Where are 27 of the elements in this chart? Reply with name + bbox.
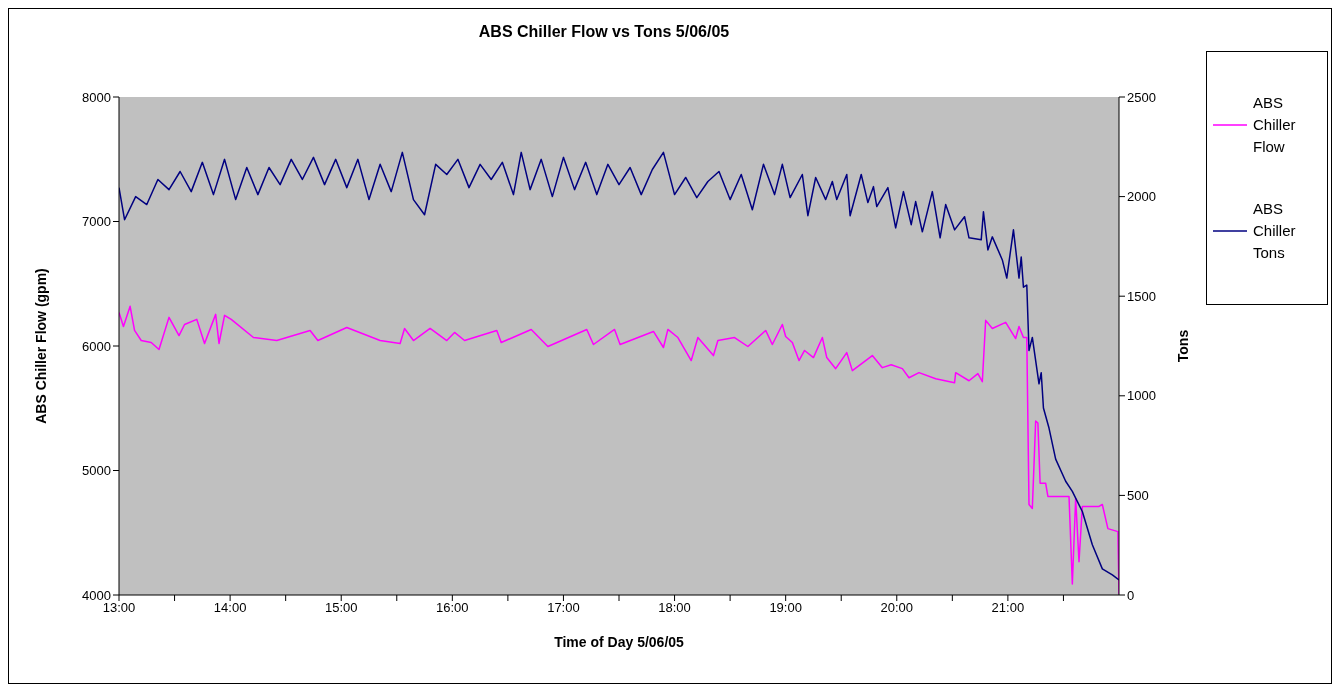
x-tick-label: 20:00 <box>880 600 914 616</box>
line-series <box>119 151 1119 581</box>
x-axis-title: Time of Day 5/06/05 <box>554 634 685 650</box>
x-tick-label: 19:00 <box>769 600 802 616</box>
y2-axis-title: Tons <box>1174 329 1191 363</box>
x-tick-label: 17:00 <box>547 600 580 616</box>
legend-label: ABS Chiller Tons <box>1253 199 1297 263</box>
y-tick-label: 6000 <box>82 338 111 354</box>
chart-title: ABS Chiller Flow vs Tons 5/06/05 <box>477 23 731 41</box>
x-tick-label: 18:00 <box>658 600 691 616</box>
y2-tick-label: 1000 <box>1127 388 1156 404</box>
y-tick-label: 8000 <box>82 89 111 105</box>
x-tick-label: 13:00 <box>102 600 136 616</box>
x-tick-label: 16:00 <box>436 600 469 616</box>
x-tick-label: 15:00 <box>324 600 358 616</box>
y-axis-title: ABS Chiller Flow (gpm) <box>32 268 49 424</box>
x-tick-label: 14:00 <box>213 600 247 616</box>
y2-tick-label: 1500 <box>1127 288 1156 304</box>
y2-tick-label: 500 <box>1127 488 1149 504</box>
y2-tick-label: 2000 <box>1127 189 1156 205</box>
x-tick-label: 21:00 <box>991 600 1025 616</box>
y2-tick-label: 0 <box>1127 587 1135 603</box>
y-tick-label: 7000 <box>82 214 111 230</box>
legend-label: ABS Chiller Flow <box>1253 93 1297 157</box>
y-tick-label: 4000 <box>82 587 111 603</box>
y2-tick-label: 2500 <box>1127 89 1156 105</box>
y-tick-label: 5000 <box>82 463 111 479</box>
